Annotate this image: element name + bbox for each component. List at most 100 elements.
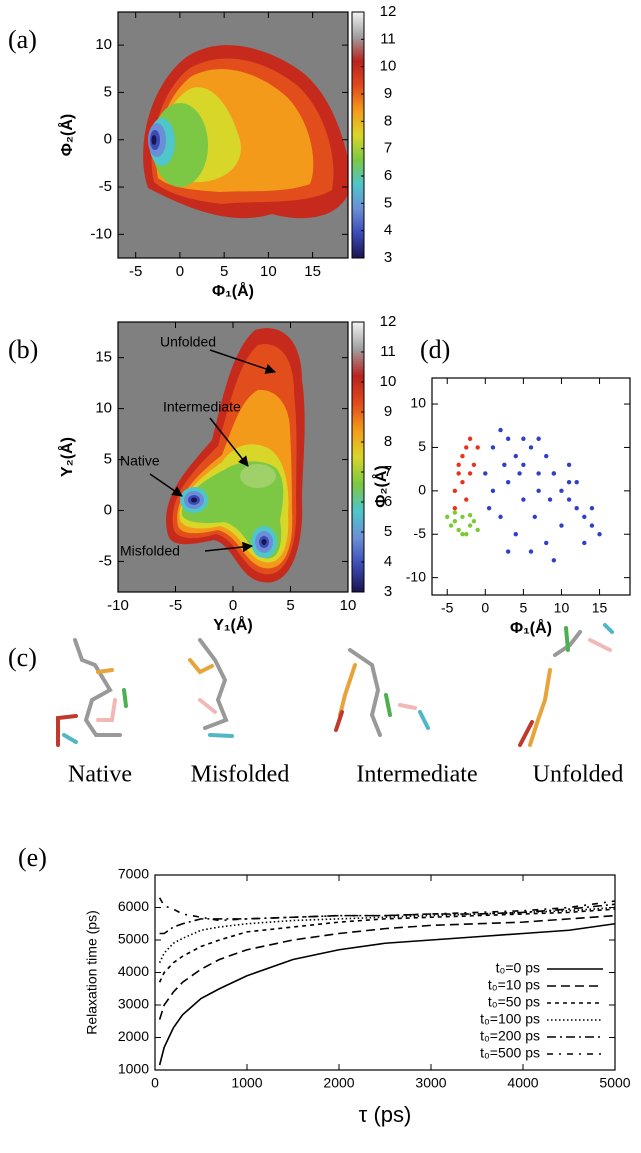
scatter-point xyxy=(544,541,548,545)
scatter-point xyxy=(574,506,578,510)
scatter-point xyxy=(582,541,586,545)
scatter-point xyxy=(582,515,586,519)
scatter-point xyxy=(552,471,556,475)
colorbar-tick-label: 4 xyxy=(384,553,392,570)
scatter-point xyxy=(468,471,472,475)
x-tick-label: 5 xyxy=(286,597,294,614)
y-tick-label: 5 xyxy=(104,83,112,100)
x-tick-label: 10 xyxy=(554,600,570,616)
legend-label: t₀=0 ps xyxy=(496,960,540,976)
scatter-point xyxy=(453,506,457,510)
y-tick-label: 6000 xyxy=(118,898,149,914)
colorbar-tick-label: 8 xyxy=(384,433,392,450)
colorbar-tick-label: 11 xyxy=(380,30,396,47)
scatter-point xyxy=(529,549,533,553)
scatter-point xyxy=(468,437,472,441)
y-axis-label: Φ₂(Å) xyxy=(57,114,76,156)
scatter-point xyxy=(468,513,472,517)
scatter-point xyxy=(521,437,525,441)
y-tick-label: 0 xyxy=(104,131,112,148)
colorbar-tick-label: 12 xyxy=(380,313,397,330)
scatter-point xyxy=(506,480,510,484)
scatter-point xyxy=(514,454,518,458)
scatter-point xyxy=(468,523,472,527)
x-tick-label: 3000 xyxy=(415,1075,446,1091)
scatter-point xyxy=(445,515,449,519)
annotation: Intermediate xyxy=(163,399,241,415)
scatter-point xyxy=(460,480,464,484)
y-tick-label: 15 xyxy=(95,349,112,366)
scatter-point xyxy=(460,515,464,519)
y-tick-label: 10 xyxy=(95,400,112,417)
scatter-point xyxy=(464,497,468,501)
x-tick-label: -10 xyxy=(107,597,129,614)
scatter-point xyxy=(514,532,518,536)
scatter-point xyxy=(521,497,525,501)
scatter-point xyxy=(559,523,563,527)
x-tick-label: 5 xyxy=(519,600,527,616)
scatter-point xyxy=(506,549,510,553)
y-axis-label: Y₂(Å) xyxy=(57,437,76,477)
y-tick-label: -5 xyxy=(99,552,112,569)
scatter-point xyxy=(517,471,521,475)
line-series xyxy=(160,924,615,1065)
scatter-point xyxy=(521,463,525,467)
colorbar-tick-label: 11 xyxy=(380,343,396,360)
scatter-point xyxy=(453,519,457,523)
x-tick-label: -5 xyxy=(441,600,454,616)
annotation: Native xyxy=(120,453,160,469)
scatter-point xyxy=(567,480,571,484)
scatter-point xyxy=(449,523,453,527)
y-tick-label: -10 xyxy=(90,225,112,242)
structure-label: Unfolded xyxy=(533,762,624,788)
panel-label: (b) xyxy=(8,335,38,364)
scatter-point xyxy=(536,471,540,475)
x-axis-label: Y₁(Å) xyxy=(213,615,253,634)
scatter-point xyxy=(559,489,563,493)
scatter-point xyxy=(498,428,502,432)
y-tick-label: 5000 xyxy=(118,931,149,947)
x-axis-label: τ (ps) xyxy=(359,1102,412,1127)
x-tick-label: 15 xyxy=(592,600,608,616)
y-tick-label: -5 xyxy=(414,525,427,541)
y-tick-label: 10 xyxy=(410,395,426,411)
x-axis-label: Φ₁(Å) xyxy=(510,618,552,637)
scatter-point xyxy=(453,510,457,514)
line-series xyxy=(160,898,615,921)
y-tick-label: 5 xyxy=(418,438,426,454)
scatter-point xyxy=(536,489,540,493)
x-axis-label: Φ₁(Å) xyxy=(212,281,254,300)
legend-label: t₀=500 ps xyxy=(480,1045,540,1061)
line-series xyxy=(160,909,615,982)
x-tick-label: 1000 xyxy=(231,1075,262,1091)
scatter-point xyxy=(464,532,468,536)
structure-label: Intermediate xyxy=(356,762,477,788)
scatter-point xyxy=(491,445,495,449)
x-tick-label: 0 xyxy=(151,1075,159,1091)
scatter-point xyxy=(460,532,464,536)
colorbar-tick-label: 4 xyxy=(384,222,392,239)
colorbar-tick-label: 9 xyxy=(384,85,392,102)
colorbar-tick-label: 10 xyxy=(380,58,397,75)
colorbar xyxy=(352,12,364,258)
molecular-structures xyxy=(58,625,612,745)
y-tick-label: 7000 xyxy=(118,866,149,882)
y-tick-label: 3000 xyxy=(118,996,149,1012)
scatter-point xyxy=(529,445,533,449)
panel-label: (d) xyxy=(420,335,450,364)
y-tick-label: 5 xyxy=(104,451,112,468)
scatter-point xyxy=(472,463,476,467)
annotation: Misfolded xyxy=(120,543,180,559)
x-tick-label: -5 xyxy=(169,597,182,614)
x-tick-label: 4000 xyxy=(507,1075,538,1091)
scatter-point xyxy=(472,519,476,523)
scatter-point xyxy=(475,445,479,449)
x-tick-label: -5 xyxy=(129,263,142,280)
scatter-point xyxy=(475,528,479,532)
colorbar xyxy=(352,322,364,592)
plot-frame xyxy=(155,875,615,1070)
y-tick-label: 2000 xyxy=(118,1028,149,1044)
colorbar-tick-label: 10 xyxy=(380,373,397,390)
x-tick-label: 10 xyxy=(340,597,357,614)
